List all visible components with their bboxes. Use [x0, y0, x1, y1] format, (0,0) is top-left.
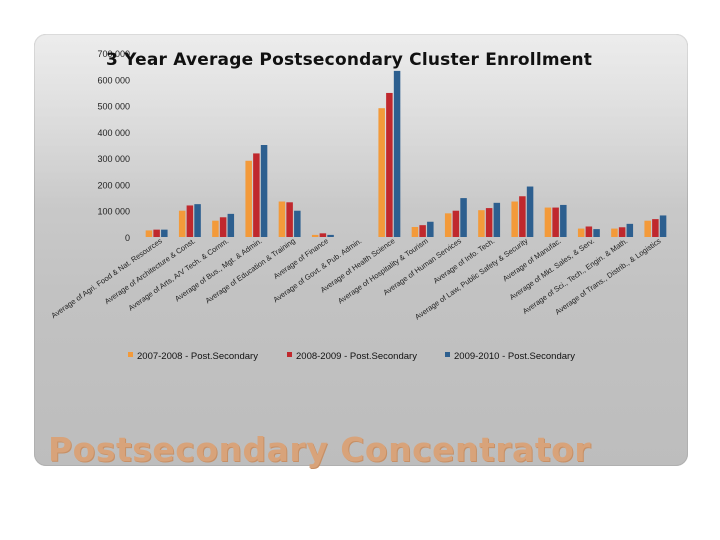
- bar: [644, 220, 651, 237]
- legend-swatch: [128, 352, 133, 357]
- legend-label: 2007-2008 - Post.Secondary: [137, 351, 258, 362]
- bar: [485, 208, 493, 237]
- bar: [460, 198, 467, 237]
- legend-swatch: [287, 352, 292, 357]
- y-axis: 0 100 000 200 000 300 000 400 000 500 000 600 …: [97, 49, 130, 243]
- y-tick-label: 400 000: [97, 128, 130, 138]
- bar: [278, 201, 286, 237]
- bar: [145, 230, 153, 237]
- bar: [260, 145, 268, 237]
- bar: [526, 186, 534, 237]
- legend-swatch: [445, 352, 450, 357]
- bar: [393, 70, 401, 237]
- y-tick-label: 100 000: [97, 207, 130, 217]
- x-tick-label: Average of Manufac.: [501, 236, 563, 283]
- chart-panel: [34, 34, 688, 466]
- bar: [552, 207, 559, 237]
- bar: [611, 228, 618, 237]
- bar: [153, 229, 160, 237]
- bar: [253, 153, 260, 237]
- bar: [219, 217, 227, 237]
- legend: 2007-2008 - Post.Secondary 2008-2009 - Po…: [128, 351, 575, 362]
- bar: [519, 196, 526, 237]
- bar: [593, 229, 600, 237]
- slide-title: Postsecondary Concentrator: [48, 430, 592, 469]
- bar: [659, 215, 667, 237]
- legend-label: 2009-2010 - Post.Secondary: [454, 351, 575, 362]
- bar: [544, 207, 552, 237]
- bar: [227, 213, 235, 237]
- bar: [286, 202, 293, 237]
- bars-group: [145, 70, 667, 237]
- y-tick-label: 300 000: [97, 154, 130, 164]
- bar: [186, 205, 194, 237]
- y-tick-label: 0: [125, 233, 130, 243]
- y-tick-label: 600 000: [97, 75, 130, 85]
- bar: [652, 219, 659, 237]
- bar: [452, 210, 460, 237]
- bar: [585, 226, 593, 237]
- bar: [386, 92, 393, 237]
- bar: [378, 108, 385, 237]
- bar: [161, 229, 168, 237]
- bar: [319, 233, 327, 237]
- bar: [444, 213, 452, 237]
- chart-title: 3 Year Average Postsecondary Cluster Enr…: [106, 50, 593, 70]
- bar: [419, 225, 426, 237]
- bar: [245, 160, 252, 237]
- bar: [212, 220, 219, 237]
- bar: [493, 202, 501, 237]
- bar: [577, 228, 585, 237]
- x-axis-labels: Average of Agri. Food & Nat. ResourcesAv…: [49, 236, 662, 321]
- bar: [311, 234, 319, 237]
- bar: [511, 201, 518, 237]
- bar: [178, 210, 186, 237]
- bar: [411, 227, 419, 237]
- legend-label: 2008-2009 - Post.Secondary: [296, 351, 417, 362]
- bar: [560, 204, 567, 237]
- y-tick-label: 200 000: [97, 180, 130, 190]
- y-tick-label: 500 000: [97, 102, 130, 112]
- bar: [327, 234, 334, 237]
- y-tick-label: 700 000: [97, 49, 130, 59]
- bar: [427, 221, 434, 237]
- bar: [478, 210, 485, 237]
- bar: [294, 210, 301, 237]
- bar: [194, 204, 201, 237]
- bar: [618, 227, 626, 237]
- bar: [626, 223, 634, 237]
